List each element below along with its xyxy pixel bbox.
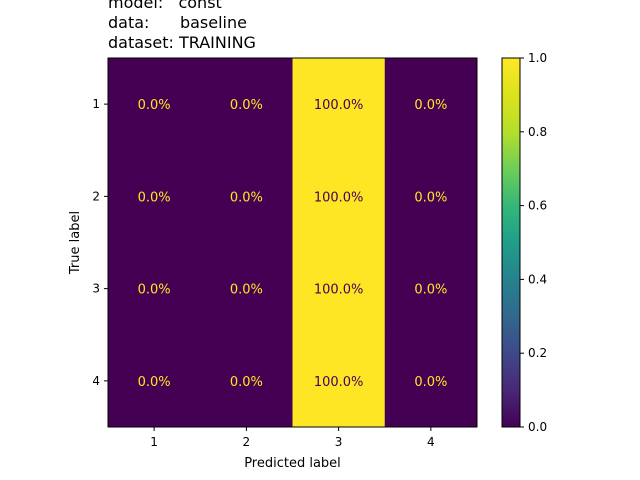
x-tick-label: 2 xyxy=(243,435,251,449)
y-tick-label: 3 xyxy=(92,282,100,296)
matrix-cell-r4-c2 xyxy=(200,334,293,428)
matrix-cell-r4-c1 xyxy=(108,334,201,428)
cell-label-r4-c4: 0.0% xyxy=(414,375,447,390)
matrix-cell-r3-c2 xyxy=(200,242,293,336)
matrix-cell-r4-c3 xyxy=(292,334,386,428)
colorbar-tick-label: 1.0 xyxy=(528,51,547,65)
colorbar-tick-label: 0.6 xyxy=(528,199,547,213)
cell-label-r1-c1: 0.0% xyxy=(138,98,171,113)
cell-label-r1-c2: 0.0% xyxy=(230,98,263,113)
cell-label-r2-c1: 0.0% xyxy=(138,190,171,205)
matrix-cell-r2-c1 xyxy=(108,150,201,243)
matrix-cell-r2-c2 xyxy=(200,150,293,243)
cell-label-r3-c1: 0.0% xyxy=(138,283,171,298)
matrix-cell-r3-c1 xyxy=(108,242,201,336)
chart-title-line-3: dataset: TRAINING xyxy=(108,33,256,52)
x-tick-label: 1 xyxy=(150,435,158,449)
cell-label-r3-c4: 0.0% xyxy=(414,283,447,298)
cell-label-r4-c3: 100.0% xyxy=(314,375,364,390)
colorbar xyxy=(501,57,521,428)
colorbar-tick-label: 0.4 xyxy=(528,272,547,286)
chart-title-line-1: model: const xyxy=(108,0,222,12)
y-tick-label: 1 xyxy=(92,97,100,111)
matrix-cell-r3-c3 xyxy=(292,242,386,336)
cell-label-r3-c3: 100.0% xyxy=(314,283,364,298)
y-tick-label: 2 xyxy=(92,189,100,203)
matrix-cell-r1-c1 xyxy=(108,58,201,151)
cell-label-r3-c2: 0.0% xyxy=(230,283,263,298)
cell-label-r2-c4: 0.0% xyxy=(414,190,447,205)
matrix-cell-r1-c3 xyxy=(292,58,386,151)
colorbar-tick-label: 0.8 xyxy=(528,125,547,139)
matrix-cell-r1-c4 xyxy=(384,58,478,151)
colorbar-tick-label: 0.0 xyxy=(528,420,547,434)
cell-label-r2-c3: 100.0% xyxy=(314,190,364,205)
y-axis-label: True label xyxy=(68,211,83,275)
chart-title-line-2: data: baseline xyxy=(108,13,247,32)
cell-label-r4-c2: 0.0% xyxy=(230,375,263,390)
matrix-cell-r2-c3 xyxy=(292,150,386,243)
cell-label-r1-c3: 100.0% xyxy=(314,98,364,113)
matrix-cell-r1-c2 xyxy=(200,58,293,151)
cell-label-r4-c1: 0.0% xyxy=(138,375,171,390)
matrix-cell-r4-c4 xyxy=(384,334,478,428)
axes-frame xyxy=(107,57,478,428)
colorbar-tick-label: 0.2 xyxy=(528,346,547,360)
x-tick-label: 4 xyxy=(427,435,435,449)
cell-label-r1-c4: 0.0% xyxy=(414,98,447,113)
y-tick-label: 4 xyxy=(92,374,100,388)
x-axis-label: Predicted label xyxy=(244,456,341,471)
matrix-cell-r2-c4 xyxy=(384,150,478,243)
matrix-cell-r3-c4 xyxy=(384,242,478,336)
x-tick-label: 3 xyxy=(335,435,343,449)
cell-label-r2-c2: 0.0% xyxy=(230,190,263,205)
